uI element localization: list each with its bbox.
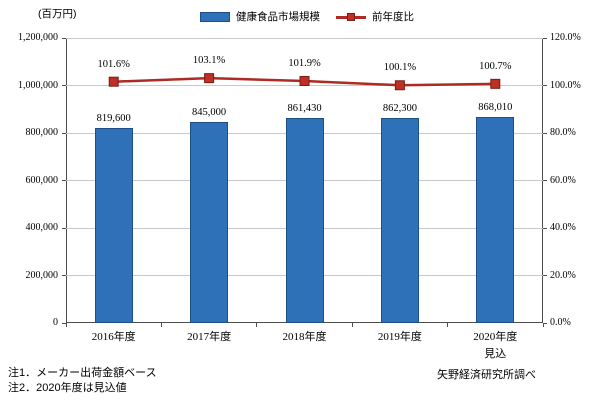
y-axis-tick — [62, 85, 66, 86]
x-axis-tick — [542, 323, 544, 327]
y-axis-tick — [62, 227, 66, 229]
footnotes: 注1．メーカー出荷金額ベース 注2．2020年度は見込値 — [8, 366, 157, 396]
y-axis-tick-label: 0 — [53, 317, 58, 328]
y2-axis-tick — [543, 227, 547, 229]
y-axis-tick-label: 600,000 — [25, 174, 59, 186]
bar — [380, 118, 419, 323]
bar-value-label: 861,430 — [287, 103, 322, 115]
x-axis-tick-label: 2018年度 — [282, 331, 327, 343]
legend-bar-label: 健康食品市場規模 — [236, 11, 320, 23]
bar-value-label: 862,300 — [382, 103, 417, 115]
y-axis-tick-label: 400,000 — [25, 222, 59, 233]
y-axis-tick — [62, 275, 66, 276]
legend-line-label: 前年度比 — [372, 11, 414, 23]
legend-bar-swatch-icon — [200, 11, 230, 22]
bar — [94, 128, 133, 323]
x-axis-tick — [447, 323, 449, 327]
y-axis-unit-label: (百万円) — [38, 8, 77, 20]
y2-axis-tick-label: 60.0% — [550, 174, 576, 186]
y2-axis-tick — [543, 180, 547, 181]
x-axis-tick-label: 2020年度 — [473, 331, 518, 343]
y-axis-tick — [62, 37, 66, 39]
bar — [285, 118, 324, 323]
gridline — [66, 85, 543, 86]
gridline — [66, 37, 543, 39]
y-axis-tick-label: 200,000 — [25, 269, 59, 281]
x-axis-tick-label: 2019年度 — [377, 331, 422, 343]
y-axis-tick-label: 800,000 — [25, 127, 59, 138]
footnote-2: 注2．2020年度は見込値 — [8, 382, 127, 394]
y2-axis-tick-label: 100.0% — [550, 79, 581, 91]
line-value-label: 101.6% — [97, 58, 130, 70]
x-axis-tick — [256, 323, 258, 327]
y2-axis-tick — [543, 275, 547, 276]
bar-value-label: 845,000 — [192, 107, 227, 119]
x-axis-tick-sublabel: 見込 — [484, 348, 507, 360]
y-axis-tick — [62, 322, 66, 324]
y2-axis-tick — [543, 322, 547, 324]
bar-value-label: 819,600 — [96, 113, 131, 125]
y-axis-tick-label: 1,000,000 — [18, 79, 58, 91]
y2-axis-tick-label: 20.0% — [550, 269, 576, 281]
y2-axis-tick — [543, 85, 547, 86]
x-axis-tick — [160, 323, 162, 327]
y-axis-tick — [62, 180, 66, 181]
footnote-1: 注1．メーカー出荷金額ベース — [8, 367, 157, 379]
line-value-label: 100.7% — [479, 60, 512, 72]
y2-axis-tick — [543, 132, 547, 134]
bar-value-label: 868,010 — [478, 101, 513, 113]
source-credit: 矢野経済研究所調べ — [437, 369, 536, 381]
y2-axis-tick-label: 120.0% — [550, 32, 581, 43]
line-value-label: 100.1% — [383, 62, 417, 74]
x-axis-tick — [65, 323, 67, 327]
x-axis-tick-label: 2017年度 — [187, 331, 232, 343]
line-value-label: 101.9% — [288, 57, 321, 69]
bar — [190, 122, 229, 323]
y2-axis-tick-label: 80.0% — [550, 127, 576, 138]
y-axis-tick — [62, 132, 66, 134]
y2-axis-tick-label: 0.0% — [550, 317, 571, 328]
x-axis-tick — [351, 323, 353, 327]
legend-line-swatch-icon — [336, 12, 366, 22]
y2-axis-tick — [543, 37, 547, 39]
y-axis-tick-label: 1,200,000 — [18, 32, 58, 43]
y2-axis-tick-label: 40.0% — [550, 222, 576, 233]
legend: 健康食品市場規模 前年度比 — [200, 9, 414, 24]
legend-line-marker — [347, 12, 355, 21]
line-value-label: 103.1% — [192, 55, 226, 67]
x-axis-tick-label: 2016年度 — [91, 331, 136, 343]
bar — [476, 116, 515, 323]
